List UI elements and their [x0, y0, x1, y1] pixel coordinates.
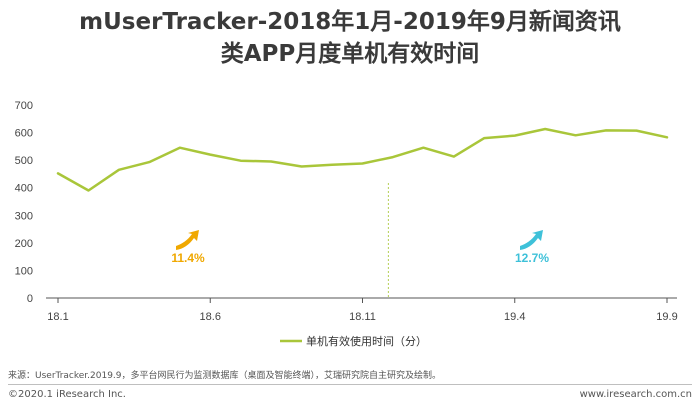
data-point: [513, 134, 516, 137]
y-tick-label: 700: [15, 100, 33, 112]
y-tick-label: 0: [27, 293, 33, 305]
y-tick-label: 300: [15, 210, 33, 222]
footer-divider: [8, 384, 692, 385]
x-tick-label: 18.1: [47, 311, 68, 323]
data-point: [635, 129, 638, 132]
chart-title-line-2: 类APP月度单机有效时间: [220, 41, 480, 67]
data-point: [331, 164, 333, 166]
data-point: [574, 134, 577, 137]
legend-label: 单机有效使用时间（分）: [306, 334, 427, 348]
chart-title: mUserTracker-2018年1月-2019年9月新闻资讯 类APP月度单…: [0, 6, 700, 70]
x-tick-label: 18.11: [349, 311, 376, 323]
data-point: [118, 168, 120, 171]
data-point: [57, 172, 59, 175]
data-point: [361, 162, 364, 165]
data-point: [605, 129, 607, 132]
data-point: [422, 146, 425, 149]
growth-arrow-icon: [176, 230, 199, 250]
y-tick-label: 200: [15, 238, 33, 250]
data-point: [453, 155, 455, 158]
data-point: [483, 137, 486, 139]
y-tick-label: 400: [15, 183, 33, 195]
data-point: [300, 165, 303, 168]
growth-arrow-icon: [520, 230, 543, 250]
data-point: [87, 189, 90, 192]
y-tick-label: 100: [15, 265, 33, 277]
y-tick-label: 500: [15, 155, 33, 167]
data-point: [270, 160, 272, 163]
x-tick-label: 18.6: [200, 311, 221, 323]
data-point: [209, 153, 212, 156]
y-tick-label: 600: [15, 128, 33, 140]
data-point: [544, 128, 546, 130]
data-point: [392, 156, 394, 158]
website-link[interactable]: www.iresearch.com.cn: [579, 389, 692, 400]
growth-label: 12.7%: [515, 251, 549, 265]
data-point: [666, 136, 668, 139]
series-line: [56, 127, 669, 192]
growth-label: 11.4%: [171, 251, 205, 265]
data-point: [239, 159, 242, 162]
x-tick-label: 19.4: [504, 311, 525, 323]
copyright: ©2020.1 iResearch Inc.: [8, 389, 126, 400]
source-note: 来源：UserTracker.2019.9，多平台网民行为监测数据库（桌面及智能…: [8, 371, 442, 381]
data-point: [148, 161, 151, 163]
x-tick-label: 19.9: [656, 311, 677, 323]
chart-title-line-1: mUserTracker-2018年1月-2019年9月新闻资讯: [79, 9, 621, 35]
data-point: [179, 146, 181, 149]
